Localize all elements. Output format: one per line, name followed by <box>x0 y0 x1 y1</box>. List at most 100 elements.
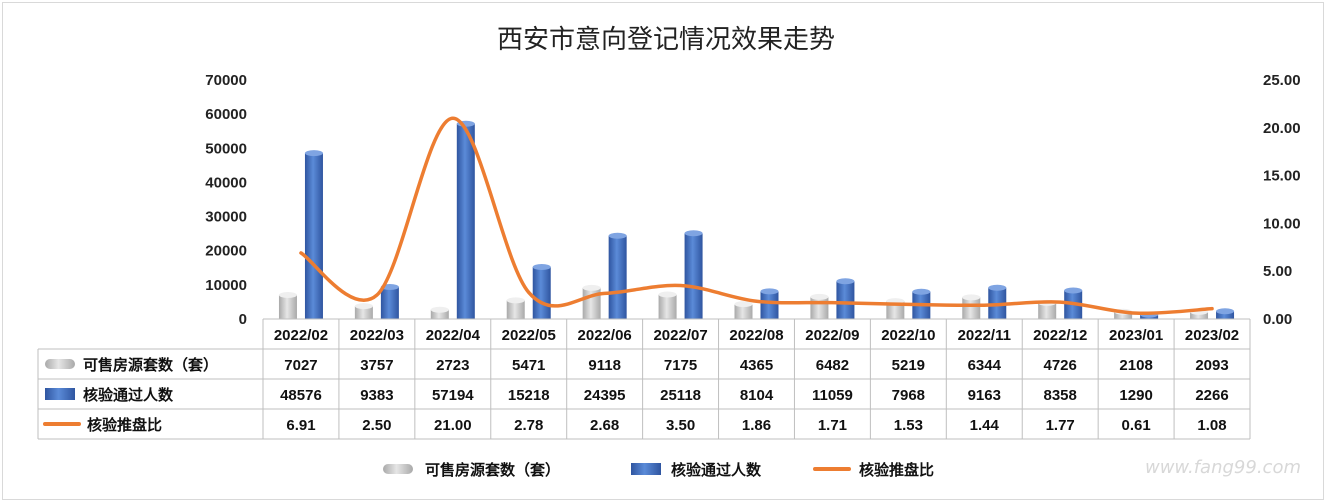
line-point-push-ratio <box>376 294 378 296</box>
right-axis-tick-label: 20.00 <box>1263 120 1301 137</box>
bar-available-units <box>1038 302 1057 319</box>
table-cell-value: 6482 <box>816 357 849 374</box>
category-label: 2023/02 <box>1185 327 1239 344</box>
table-cell-value: 7968 <box>892 387 925 404</box>
bar-available-units <box>1114 311 1133 319</box>
category-label: 2022/11 <box>958 327 1011 344</box>
table-cell-value: 8358 <box>1044 387 1077 404</box>
bar-cap-available-units <box>734 301 753 308</box>
plot-area <box>278 116 1235 319</box>
category-label: 2022/07 <box>653 327 707 344</box>
bar-available-units <box>354 306 373 319</box>
line-point-push-ratio <box>452 117 454 119</box>
bar-cap-available-units <box>506 297 525 304</box>
table-cell-value: 2.68 <box>590 417 619 434</box>
table-cell-value: 2266 <box>1195 387 1228 404</box>
line-point-push-ratio <box>300 252 302 254</box>
right-axis-tick-label: 10.00 <box>1263 215 1301 232</box>
category-label: 2022/02 <box>274 327 328 344</box>
chart-canvas: 西安市意向登记情况效果走势 70000 60000 50000 40000 30000 2… <box>37 25 1301 479</box>
bar-cap-available-units <box>278 292 297 299</box>
table-cell-value: 5471 <box>512 357 545 374</box>
bar-verified-applicants <box>836 281 855 319</box>
table-row-label: 可售房源套数（套） <box>83 356 218 374</box>
left-axis-tick-label: 40000 <box>205 174 247 191</box>
table-cell-value: 9383 <box>360 387 393 404</box>
table-cell-value: 6.91 <box>286 417 315 434</box>
bar-available-units <box>582 287 601 319</box>
bar-cap-available-units <box>430 306 449 313</box>
right-axis-tick-label: 15.00 <box>1263 168 1301 185</box>
bar-verified-applicants <box>760 291 779 319</box>
category-label: 2022/10 <box>881 327 935 344</box>
left-axis-tick-label: 0 <box>239 311 247 328</box>
table-cell-value: 2093 <box>1195 357 1228 374</box>
table-cell-value: 21.00 <box>434 417 472 434</box>
bar-available-units <box>734 304 753 319</box>
category-label: 2022/05 <box>502 327 556 344</box>
table-cell-value: 3.50 <box>666 417 695 434</box>
table-cell-value: 1.53 <box>894 417 923 434</box>
right-axis-tick-label: 25.00 <box>1263 72 1301 89</box>
bar-available-units <box>962 297 981 319</box>
bar-cap-verified-applicants <box>304 150 323 157</box>
right-axis-tick-label: 5.00 <box>1263 263 1292 280</box>
table-cell-value: 7027 <box>284 357 317 374</box>
table-cell-value: 8104 <box>740 387 774 404</box>
bar-cap-verified-applicants <box>608 232 627 239</box>
watermark-text: www.fang99.com <box>1145 457 1301 478</box>
bar-verified-applicants <box>684 233 703 319</box>
chart-title: 西安市意向登记情况效果走势 <box>497 25 835 55</box>
table-cell-value: 1.71 <box>818 417 847 434</box>
table-cell-value: 2723 <box>436 357 469 374</box>
bar-cap-verified-applicants <box>912 288 931 295</box>
table-cell-value: 48576 <box>280 387 322 404</box>
category-label: 2023/01 <box>1109 327 1163 344</box>
legend-swatch-available-units <box>383 464 413 474</box>
line-point-push-ratio <box>907 303 909 305</box>
table-row-label: 核验推盘比 <box>87 416 162 434</box>
bar-available-units <box>506 300 525 319</box>
left-axis-tick-label: 30000 <box>205 209 247 226</box>
table-cell-value: 1.86 <box>742 417 771 434</box>
bar-cap-verified-applicants <box>1064 287 1083 294</box>
table-cell-value: 15218 <box>508 387 550 404</box>
table-cell-value: 25118 <box>660 387 701 404</box>
bar-cap-available-units <box>658 291 677 298</box>
legend-swatch-available-units <box>45 359 75 369</box>
bar-available-units <box>658 294 677 319</box>
right-axis-tick-label: 0.00 <box>1263 311 1292 328</box>
line-point-push-ratio <box>1059 301 1061 303</box>
bar-cap-available-units <box>962 294 981 301</box>
line-point-push-ratio <box>528 291 530 293</box>
table-cell-value: 9163 <box>968 387 1001 404</box>
bar-cap-available-units <box>354 303 373 310</box>
table-cell-value: 2.50 <box>362 417 391 434</box>
data-table: 2022/02 2022/03 2022/04 2022/05 2022/06 2022/… <box>37 319 1251 440</box>
table-cell-value: 4726 <box>1044 357 1077 374</box>
bar-available-units <box>1190 311 1209 319</box>
line-point-push-ratio <box>680 285 682 287</box>
legend-label: 核验推盘比 <box>859 461 934 479</box>
axes: 70000 60000 50000 40000 30000 20000 10000 0 25.0… <box>205 72 1300 328</box>
line-point-push-ratio <box>604 292 606 294</box>
line-point-push-ratio <box>1211 308 1213 310</box>
legend-swatch-verified-applicants <box>45 388 75 400</box>
legend-swatch-verified-applicants <box>631 463 661 475</box>
table-cell-value: 7175 <box>664 357 697 374</box>
table-cell-value: 1.77 <box>1046 417 1075 434</box>
line-point-push-ratio <box>831 302 833 304</box>
table-cell-value: 1.08 <box>1197 417 1226 434</box>
table-cell-value: 11059 <box>812 387 853 404</box>
bar-cap-verified-applicants <box>988 284 1007 291</box>
category-label: 2022/06 <box>578 327 632 344</box>
bar-verified-applicants <box>608 235 627 319</box>
bar-cap-verified-applicants <box>760 288 779 295</box>
legend-label: 可售房源套数（套） <box>425 461 560 479</box>
line-point-push-ratio <box>756 300 757 302</box>
category-label: 2022/12 <box>1033 327 1087 344</box>
left-axis-tick-label: 60000 <box>205 106 247 123</box>
bar-cap-verified-applicants <box>532 264 551 271</box>
line-push-ratio <box>299 116 1214 316</box>
table-cell-value: 3757 <box>360 357 393 374</box>
